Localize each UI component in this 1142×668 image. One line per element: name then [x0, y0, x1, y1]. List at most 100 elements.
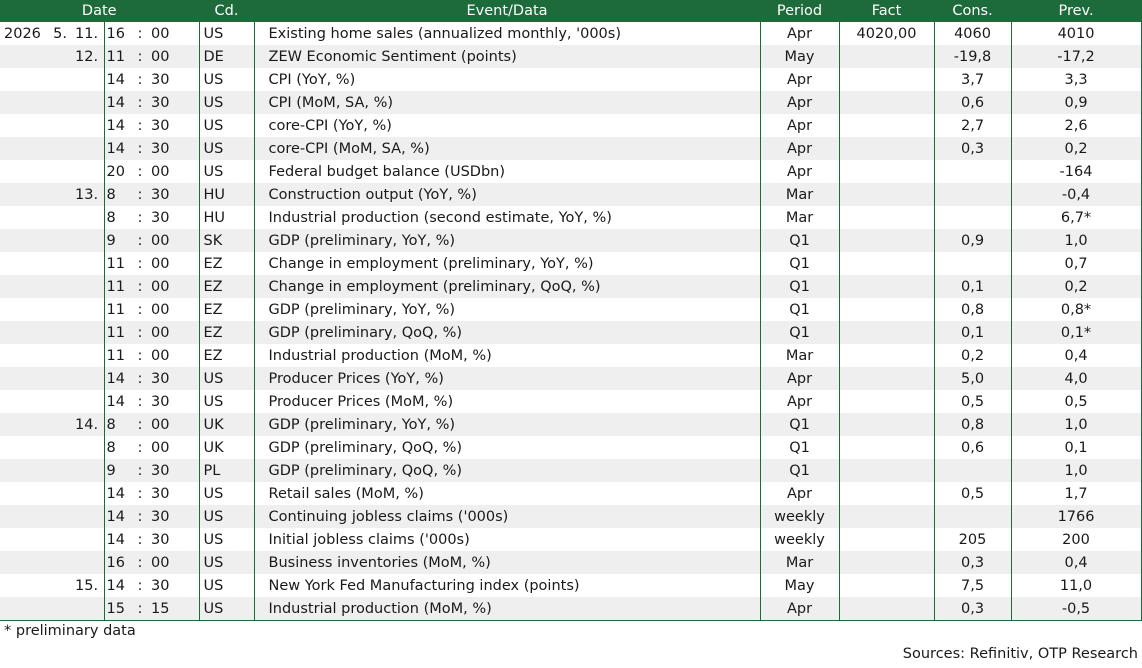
cell-minute: 30	[149, 91, 200, 114]
cell-day	[71, 137, 105, 160]
cell-month	[41, 482, 71, 505]
cell-month	[41, 390, 71, 413]
cell-year	[0, 390, 41, 413]
cell-day: 13.	[71, 183, 105, 206]
cell-hour: 11	[104, 321, 131, 344]
cell-country-code: US	[199, 68, 255, 91]
cell-day	[71, 482, 105, 505]
cell-previous: 0,8*	[1011, 298, 1142, 321]
cell-previous: -0,4	[1011, 183, 1142, 206]
cell-month	[41, 367, 71, 390]
cell-event: GDP (preliminary, QoQ, %)	[254, 459, 761, 482]
cell-event: Industrial production (MoM, %)	[254, 597, 761, 621]
cell-period: Q1	[760, 321, 840, 344]
cell-minute: 30	[149, 459, 200, 482]
cell-month	[41, 183, 71, 206]
cell-consensus: -19,8	[934, 45, 1012, 68]
cell-year	[0, 183, 41, 206]
cell-hour: 8	[104, 183, 131, 206]
table-row: 14:30 US core-CPI (YoY, %) Apr 2,7 2,6	[0, 114, 1142, 137]
cell-period: May	[760, 45, 840, 68]
table-row: 15:15 US Industrial production (MoM, %) Apr…	[0, 597, 1142, 621]
cell-minute: 15	[149, 597, 200, 621]
cell-event: Construction output (YoY, %)	[254, 183, 761, 206]
cell-time-separator: :	[131, 505, 149, 528]
cell-previous: 0,4	[1011, 551, 1142, 574]
cell-consensus: 205	[934, 528, 1012, 551]
cell-previous: 1,0	[1011, 459, 1142, 482]
cell-country-code: US	[199, 482, 255, 505]
table-row: 9:30 PL GDP (preliminary, QoQ, %) Q1 1,0	[0, 459, 1142, 482]
cell-hour: 9	[104, 229, 131, 252]
cell-fact	[839, 505, 935, 528]
table-row: 14. 8:00 UK GDP (preliminary, YoY, %) Q1 0,8 1…	[0, 413, 1142, 436]
table-row: 14:30 US Initial jobless claims ('000s) wee…	[0, 528, 1142, 551]
cell-country-code: HU	[199, 183, 255, 206]
cell-minute: 00	[149, 252, 200, 275]
cell-year	[0, 206, 41, 229]
cell-country-code: US	[199, 160, 255, 183]
cell-previous: 0,9	[1011, 91, 1142, 114]
cell-month	[41, 206, 71, 229]
cell-month	[41, 321, 71, 344]
cell-hour: 11	[104, 252, 131, 275]
cell-day	[71, 206, 105, 229]
cell-period: Apr	[760, 482, 840, 505]
cell-fact	[839, 551, 935, 574]
header-cons: Cons.	[934, 0, 1012, 22]
cell-hour: 14	[104, 137, 131, 160]
cell-fact	[839, 528, 935, 551]
table-row: 12. 11:00 DE ZEW Economic Sentiment (points…	[0, 45, 1142, 68]
cell-country-code: US	[199, 528, 255, 551]
table-row: 8:00 UK GDP (preliminary, QoQ, %) Q1 0,6 0,1	[0, 436, 1142, 459]
cell-day	[71, 390, 105, 413]
cell-month	[41, 413, 71, 436]
cell-year	[0, 367, 41, 390]
cell-day	[71, 344, 105, 367]
table-row: 13. 8:30 HU Construction output (YoY, %) Mar…	[0, 183, 1142, 206]
cell-hour: 14	[104, 574, 131, 597]
table-row: 11:00 EZ Change in employment (preliminary…	[0, 252, 1142, 275]
cell-year	[0, 68, 41, 91]
cell-consensus: 0,6	[934, 436, 1012, 459]
cell-fact	[839, 390, 935, 413]
cell-day: 11.	[71, 22, 105, 45]
cell-country-code: US	[199, 551, 255, 574]
cell-period: Apr	[760, 114, 840, 137]
cell-event: Change in employment (preliminary, YoY, …	[254, 252, 761, 275]
cell-previous: 0,1*	[1011, 321, 1142, 344]
cell-minute: 30	[149, 183, 200, 206]
cell-consensus: 0,5	[934, 482, 1012, 505]
cell-hour: 14	[104, 68, 131, 91]
cell-hour: 8	[104, 206, 131, 229]
cell-fact	[839, 275, 935, 298]
cell-consensus: 0,6	[934, 91, 1012, 114]
cell-hour: 11	[104, 298, 131, 321]
cell-month: 5.	[41, 22, 71, 45]
cell-previous: 0,2	[1011, 137, 1142, 160]
cell-period: Q1	[760, 275, 840, 298]
cell-time-separator: :	[131, 321, 149, 344]
table-row: 16:00 US Business inventories (MoM, %) Mar 0…	[0, 551, 1142, 574]
cell-time-separator: :	[131, 367, 149, 390]
cell-country-code: SK	[199, 229, 255, 252]
cell-country-code: US	[199, 597, 255, 621]
cell-month	[41, 160, 71, 183]
cell-month	[41, 114, 71, 137]
cell-time-separator: :	[131, 275, 149, 298]
cell-month	[41, 252, 71, 275]
cell-minute: 30	[149, 68, 200, 91]
cell-period: Apr	[760, 137, 840, 160]
table-row: 14:30 US CPI (MoM, SA, %) Apr 0,6 0,9	[0, 91, 1142, 114]
table-row: 11:00 EZ Industrial production (MoM, %) Mar…	[0, 344, 1142, 367]
cell-year	[0, 252, 41, 275]
header-period: Period	[760, 0, 840, 22]
cell-minute: 00	[149, 275, 200, 298]
cell-event: GDP (preliminary, YoY, %)	[254, 229, 761, 252]
cell-month	[41, 45, 71, 68]
cell-event: Producer Prices (MoM, %)	[254, 390, 761, 413]
cell-event: Industrial production (MoM, %)	[254, 344, 761, 367]
table-row: 14:30 US Producer Prices (MoM, %) Apr 0,5 0,5	[0, 390, 1142, 413]
cell-consensus: 0,3	[934, 597, 1012, 621]
cell-event: Business inventories (MoM, %)	[254, 551, 761, 574]
